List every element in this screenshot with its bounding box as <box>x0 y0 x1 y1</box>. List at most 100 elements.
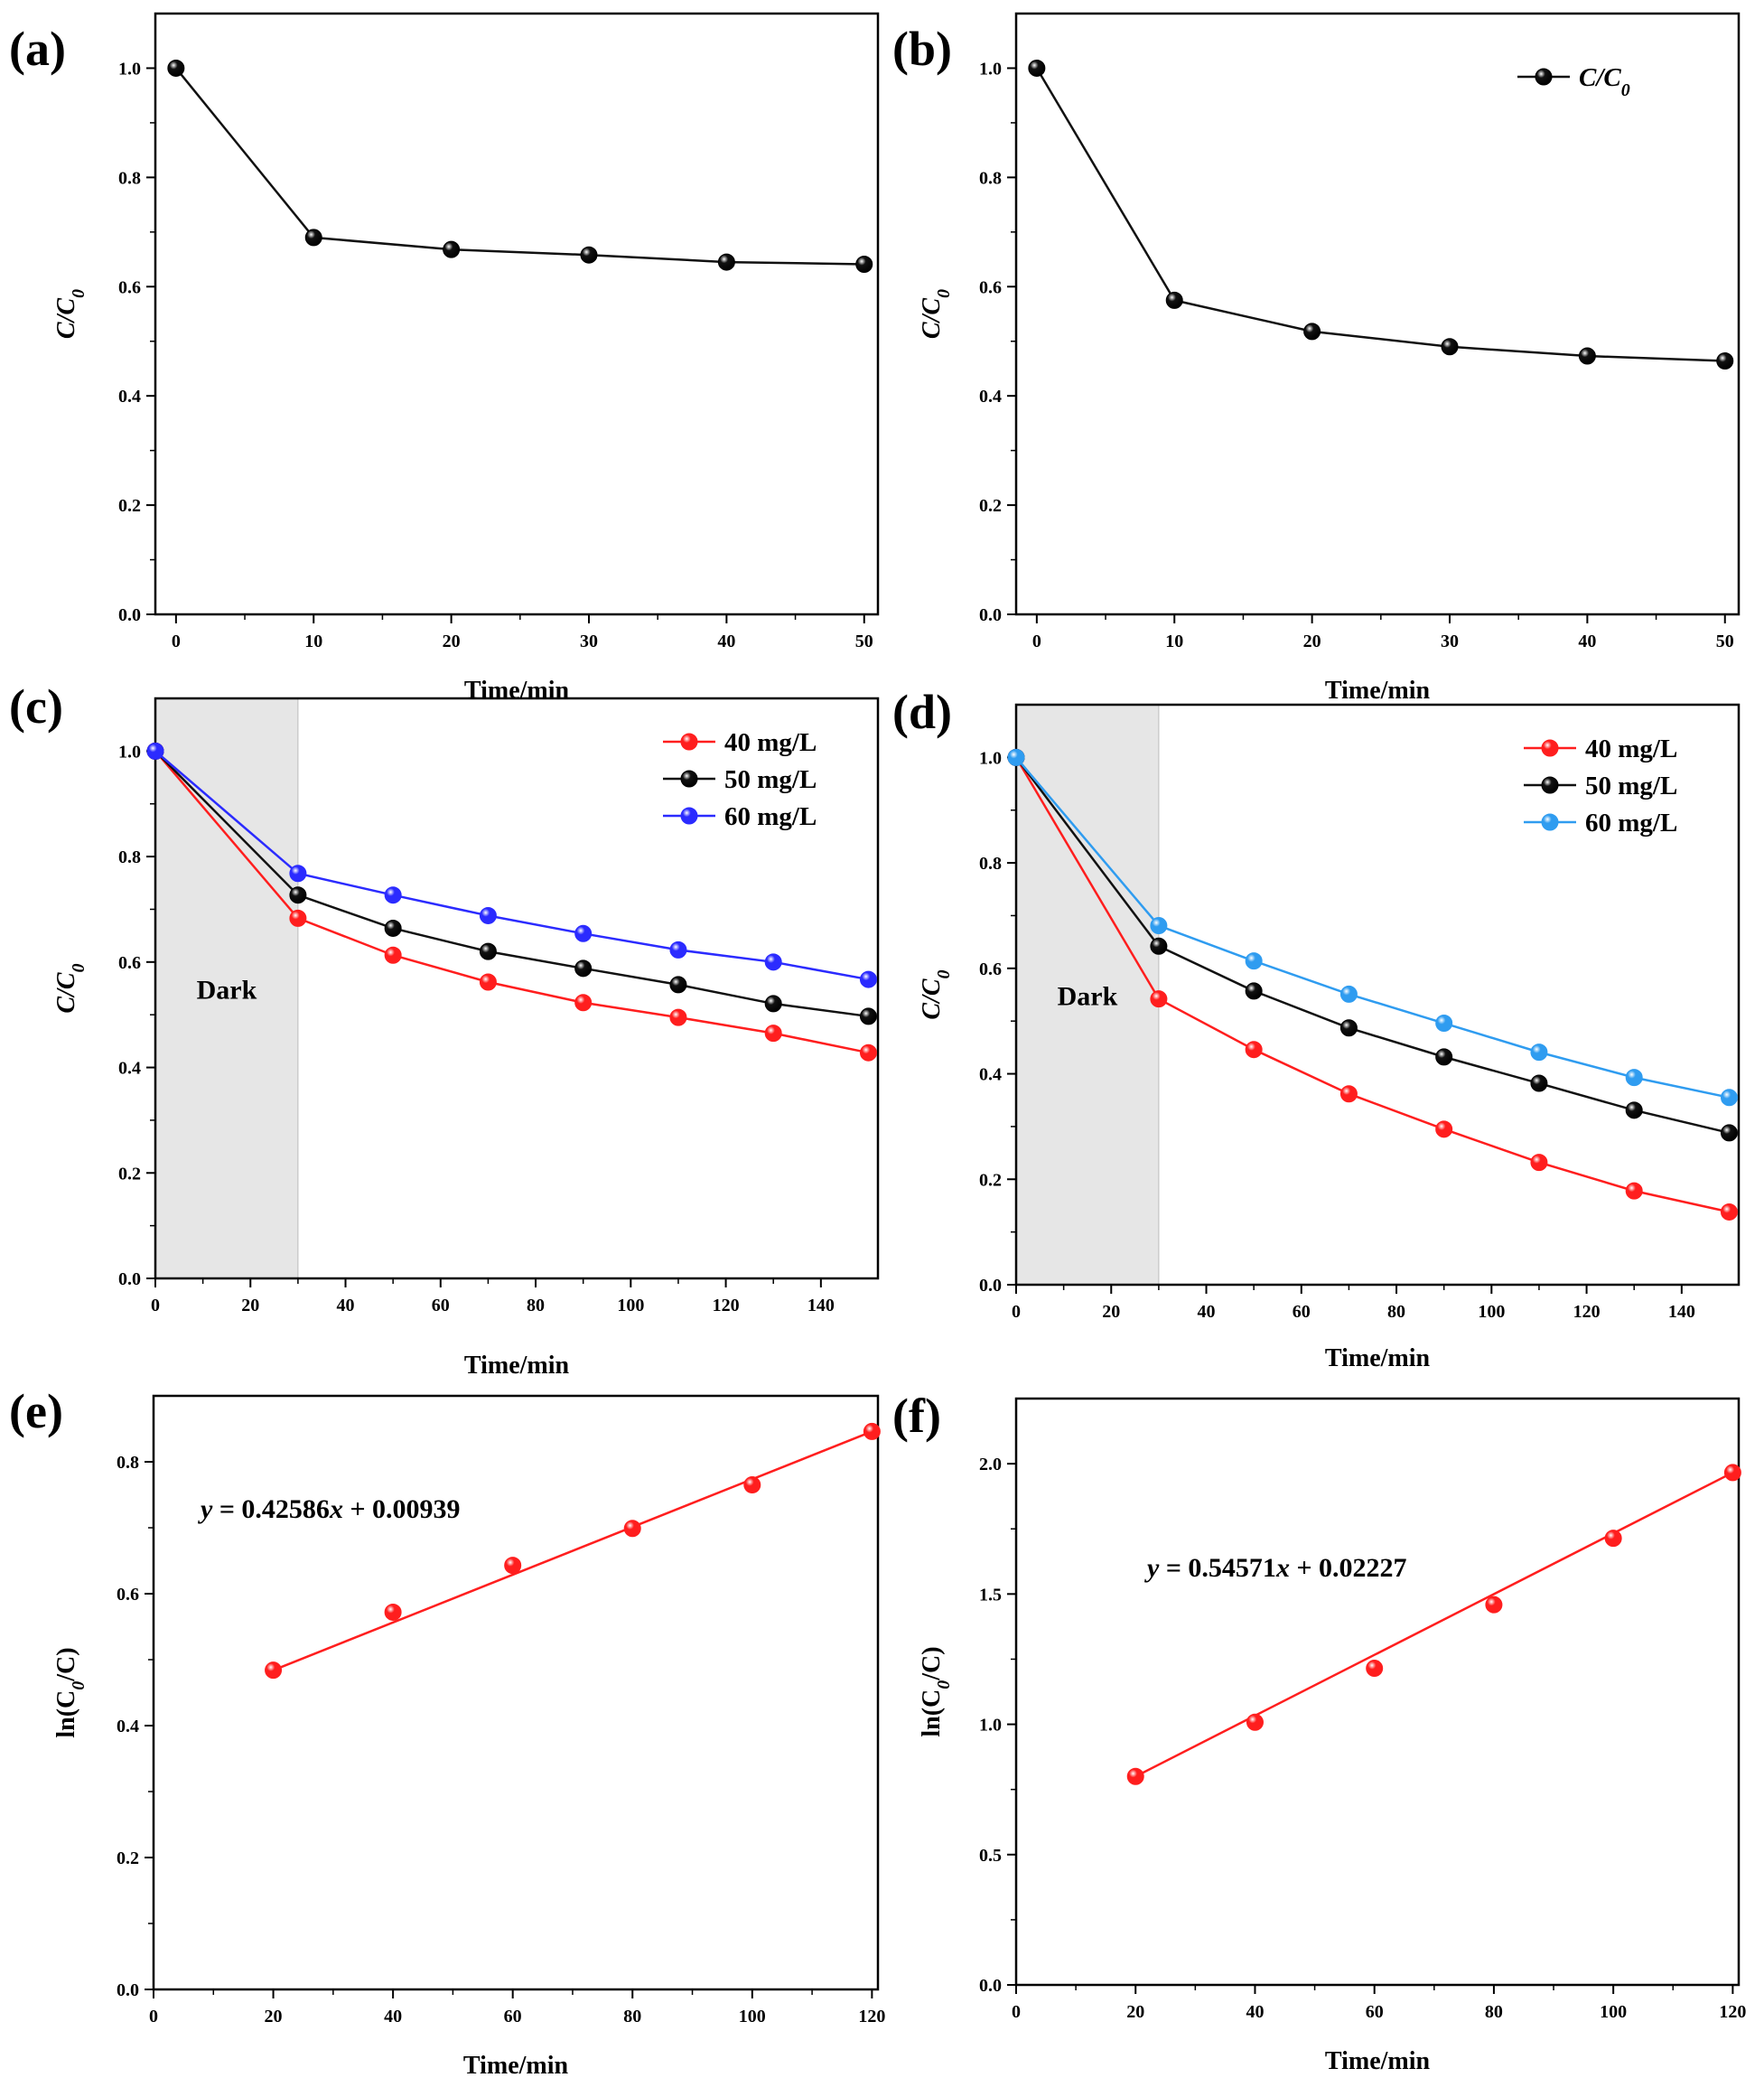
y-tick-label: 0.6 <box>118 277 141 297</box>
data-point <box>1604 1530 1622 1548</box>
data-point <box>574 959 593 978</box>
x-tick-label: 50 <box>1716 632 1734 651</box>
fit-equation: y = 0.42586x + 0.00939 <box>198 1494 461 1524</box>
y-tick-label: 0.0 <box>118 1269 141 1289</box>
plot-frame <box>152 1394 880 1991</box>
legend-label: 60 mg/L <box>724 802 817 831</box>
x-tick-label: 140 <box>807 1296 835 1315</box>
x-tick-label: 120 <box>1573 1302 1601 1322</box>
y-tick-label: 1.0 <box>979 1716 1002 1736</box>
x-tick-label: 100 <box>617 1296 644 1315</box>
data-point <box>1303 323 1321 341</box>
legend-label: 40 mg/L <box>724 728 817 757</box>
x-tick-label: 60 <box>504 2007 522 2026</box>
data-point <box>443 240 461 258</box>
data-point <box>479 906 497 924</box>
x-tick-label: 20 <box>1102 1302 1120 1322</box>
data-point <box>669 1008 687 1026</box>
x-tick-label: 40 <box>717 632 735 651</box>
x-tick-label: 40 <box>1198 1302 1216 1322</box>
fit-line <box>1134 1471 1733 1778</box>
data-point <box>384 946 402 964</box>
legend-marker <box>680 733 698 751</box>
data-point <box>1150 990 1168 1008</box>
x-tick-label: 100 <box>1478 1302 1505 1322</box>
x-axis-label: Time/min <box>464 1352 570 1380</box>
data-point <box>1530 1154 1548 1172</box>
data-point <box>1625 1182 1643 1200</box>
data-point <box>1485 1596 1503 1614</box>
x-tick-label: 20 <box>1126 2002 1144 2022</box>
x-tick-label: 0 <box>1012 2002 1021 2022</box>
x-tick-label: 0 <box>1012 1302 1021 1322</box>
plot-frame <box>154 12 880 616</box>
panel-label: (f) <box>892 1389 941 1443</box>
y-tick-label: 0.4 <box>118 1059 141 1079</box>
data-point <box>1245 982 1263 1000</box>
fit-equation: y = 0.54571x + 0.02227 <box>1144 1553 1407 1583</box>
data-point <box>859 1044 877 1062</box>
panel-e: 0 20 40 60 80 100 120 0.0 0.2 0.4 0.6 0.8 (e) Time/mi… <box>9 1384 885 2080</box>
x-tick-label: 80 <box>527 1296 545 1315</box>
y-tick-label: 1.0 <box>979 59 1002 79</box>
data-point <box>1435 1120 1453 1138</box>
x-tick-label: 30 <box>1441 632 1459 651</box>
x-axis-label: Time/min <box>463 2052 569 2080</box>
plot-frame <box>1014 12 1741 616</box>
dark-label: Dark <box>197 976 257 1006</box>
legend-label: C/C0 <box>1579 63 1630 100</box>
panel-f: 0 20 40 60 80 100 120 0.0 0.5 1.0 1.5 2.0 (f) Time/mi… <box>892 1389 1746 2075</box>
x-tick-label: 0 <box>1032 632 1041 651</box>
legend-marker <box>1535 68 1553 86</box>
data-point <box>574 994 593 1012</box>
plot-frame <box>1014 703 1741 1287</box>
y-tick-label: 0.0 <box>118 605 141 625</box>
x-tick-label: 120 <box>858 2007 885 2026</box>
y-tick-label: 0.4 <box>979 387 1002 407</box>
data-point <box>863 1422 881 1440</box>
legend-label: 50 mg/L <box>1585 772 1677 800</box>
data-point <box>1723 1464 1741 1482</box>
data-point <box>265 1661 283 1680</box>
x-tick-label: 20 <box>443 632 461 651</box>
legend-marker <box>1541 739 1559 757</box>
x-tick-label: 80 <box>1485 2002 1503 2022</box>
y-axis-label: C/C0 <box>918 289 954 339</box>
data-point <box>479 942 497 960</box>
x-tick-label: 30 <box>580 632 598 651</box>
data-point <box>304 229 322 247</box>
y-tick-label: 0.8 <box>979 854 1002 874</box>
data-point <box>1007 748 1025 766</box>
series-line-c-c0 <box>1035 67 1725 362</box>
data-point <box>504 1557 522 1575</box>
series-line-60-mg-l <box>1015 756 1730 1100</box>
data-point <box>384 1603 402 1621</box>
y-tick-label: 0.5 <box>979 1846 1002 1866</box>
x-tick-label: 120 <box>1719 2002 1746 2022</box>
dark-label: Dark <box>1058 982 1118 1012</box>
data-point <box>146 742 164 760</box>
data-point <box>764 953 782 971</box>
data-point <box>669 941 687 959</box>
data-point <box>1150 917 1168 935</box>
data-point <box>1720 1203 1738 1221</box>
dark-region <box>154 697 299 1279</box>
y-tick-label: 1.5 <box>979 1585 1002 1605</box>
x-tick-label: 20 <box>1303 632 1321 651</box>
panel-label: (e) <box>9 1384 63 1438</box>
data-point <box>764 995 782 1013</box>
y-tick-label: 1.0 <box>118 59 141 79</box>
panel-a: 0 10 20 30 40 50 0.0 0.2 0.4 0.6 0.8 1.0 (a) Time/min… <box>9 12 880 705</box>
x-tick-label: 60 <box>1293 1302 1311 1322</box>
y-tick-label: 0.6 <box>117 1585 139 1605</box>
legend-label: 40 mg/L <box>1585 735 1677 763</box>
data-point <box>669 976 687 994</box>
series-line-50-mg-l <box>1015 756 1730 1135</box>
x-tick-label: 80 <box>623 2007 641 2026</box>
data-point <box>1245 952 1263 970</box>
panel-d: Dark 0 20 40 60 80 100 120 140 0.0 0.2 0.4 0.6 0.8 1.0… <box>892 685 1741 1372</box>
data-point <box>289 909 307 927</box>
legend-label: 60 mg/L <box>1585 809 1677 838</box>
y-tick-label: 0.2 <box>979 496 1002 516</box>
x-tick-label: 100 <box>1600 2002 1627 2022</box>
